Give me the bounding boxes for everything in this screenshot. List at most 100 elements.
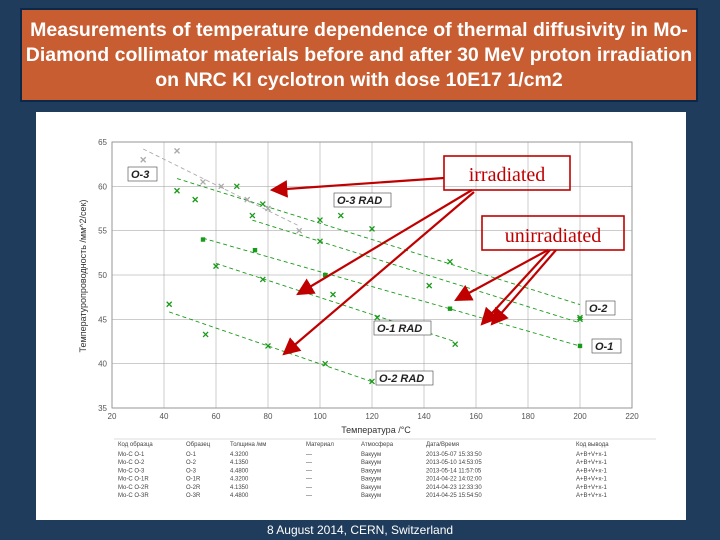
series-label: O-1 bbox=[591, 338, 622, 354]
table-cell: O-3R bbox=[186, 493, 201, 499]
title-banner: Measurements of temperature dependence o… bbox=[20, 8, 698, 102]
series-label-text: O-1 bbox=[595, 341, 613, 353]
table-cell: — bbox=[306, 485, 312, 491]
series-labels: O-3 O-3 RAD O-2 O-1 O-1 RAD O-2 RAD bbox=[127, 166, 622, 386]
table-cell: O-1R bbox=[186, 477, 201, 483]
data-point bbox=[174, 187, 180, 194]
data-point bbox=[452, 341, 459, 348]
table-cell: 4.4800 bbox=[230, 468, 249, 474]
data-point bbox=[337, 212, 344, 219]
data-point bbox=[296, 227, 303, 234]
table-cell: Mo-C O-3R bbox=[118, 493, 149, 499]
y-tick-label: 35 bbox=[98, 404, 107, 413]
x-tick-label: 120 bbox=[365, 412, 379, 421]
data-point bbox=[200, 237, 206, 242]
data-point bbox=[374, 314, 381, 321]
table-header-cell: Дата/Время bbox=[426, 442, 459, 448]
annotation-arrow bbox=[282, 191, 475, 356]
data-point bbox=[249, 212, 256, 219]
y-tick-label: 50 bbox=[98, 271, 107, 280]
table-cell: Mo-C O-2 bbox=[118, 460, 145, 466]
table-cell: — bbox=[306, 477, 312, 483]
y-tick-label: 40 bbox=[98, 360, 107, 369]
series-label-box bbox=[375, 370, 434, 386]
data-point bbox=[317, 217, 323, 223]
fit-line bbox=[169, 311, 373, 383]
table-cell: O-2 bbox=[186, 460, 197, 466]
x-tick-label: 40 bbox=[160, 412, 169, 421]
data-point bbox=[265, 342, 271, 349]
table-cell: 4.1350 bbox=[230, 485, 249, 491]
table-cell: 4.3200 bbox=[230, 477, 249, 483]
data-point bbox=[577, 314, 583, 321]
table-cell: 4.1350 bbox=[230, 460, 249, 466]
series-label-text: O-2 RAD bbox=[379, 373, 424, 385]
sample-table: Код образца Образец Толщина /мм Материал Атм… bbox=[114, 438, 656, 499]
series-label-text: O-1 RAD bbox=[377, 323, 422, 335]
table-cell: 4.4800 bbox=[230, 493, 249, 499]
table-cell: A+B+V+x-1 bbox=[576, 493, 608, 499]
table-cell: Mo-C O-3 bbox=[118, 468, 145, 474]
data-point bbox=[369, 378, 375, 385]
x-tick-label: 140 bbox=[417, 412, 431, 421]
data-point bbox=[330, 291, 336, 298]
table-cell: 4.3200 bbox=[230, 452, 249, 458]
data-point bbox=[447, 306, 453, 311]
annotation-arrow bbox=[480, 249, 551, 326]
data-point bbox=[265, 205, 271, 212]
series-label: O-1 RAD bbox=[373, 320, 432, 336]
annotation-irradiated: irradiated bbox=[443, 155, 571, 191]
table-cell: A+B+V+x-1 bbox=[576, 460, 608, 466]
table-cell: A+B+V+x-1 bbox=[576, 485, 608, 491]
footer-text: 8 August 2014, CERN, Switzerland bbox=[266, 523, 454, 537]
data-point bbox=[369, 225, 375, 232]
annotation-arrow bbox=[296, 189, 473, 296]
series-label-text: O-3 RAD bbox=[337, 195, 382, 207]
annotation-arrow bbox=[490, 249, 557, 326]
series-label-text: O-3 bbox=[131, 169, 149, 181]
fit-line bbox=[252, 219, 581, 324]
data-point bbox=[202, 331, 209, 338]
table-header-cell: Атмосфера bbox=[361, 442, 394, 448]
data-point bbox=[259, 201, 266, 208]
table-cell: O-1 bbox=[186, 452, 197, 458]
fit-line bbox=[143, 148, 300, 227]
table-cell: 2013-05-14 11:57:05 bbox=[426, 468, 482, 474]
series-label-box bbox=[127, 166, 158, 182]
table-cell: Mo-C O-1 bbox=[118, 452, 145, 458]
table-cell: Вакуум bbox=[361, 468, 381, 474]
series-label-box bbox=[373, 320, 432, 336]
series-label: O-3 RAD bbox=[333, 192, 392, 208]
table-cell: Вакуум bbox=[361, 460, 381, 466]
y-tick-label: 55 bbox=[98, 227, 107, 236]
table-cell: 2014-04-22 14:02:00 bbox=[426, 477, 482, 483]
data-point bbox=[317, 238, 323, 245]
series-label: O-2 bbox=[585, 300, 616, 316]
series-label: O-3 bbox=[127, 166, 158, 182]
fit-line bbox=[176, 178, 581, 306]
x-tick-label: 160 bbox=[469, 412, 483, 421]
table-cell: — bbox=[306, 468, 312, 474]
fit-line bbox=[202, 237, 581, 347]
x-tick-label: 180 bbox=[521, 412, 535, 421]
data-point bbox=[218, 183, 225, 190]
table-cell: 2013-05-07 15:33:50 bbox=[426, 452, 482, 458]
chart-panel: 20 40 60 80 100 120 140 160 180 200 220 35 40 45 50 55 6… bbox=[36, 112, 686, 520]
x-tick-label: 20 bbox=[108, 412, 117, 421]
table-cell: O-3 bbox=[186, 468, 197, 474]
table-cell: Вакуум bbox=[361, 477, 381, 483]
x-tick-label: 200 bbox=[573, 412, 587, 421]
data-point bbox=[174, 147, 180, 154]
table-header-cell: Код вывода bbox=[576, 442, 609, 448]
annotation-unirradiated-text: unirradiated bbox=[505, 225, 602, 247]
data-point bbox=[426, 282, 433, 289]
x-tick-label: 60 bbox=[212, 412, 221, 421]
x-tick-label: 220 bbox=[625, 412, 639, 421]
annotation-unirradiated: unirradiated bbox=[481, 215, 625, 251]
table-cell: A+B+V+x-1 bbox=[576, 477, 608, 483]
annotation-irradiated-text: irradiated bbox=[469, 164, 546, 186]
data-point bbox=[233, 183, 240, 190]
table-header-cell: Код образца bbox=[118, 442, 153, 448]
data-point bbox=[577, 316, 583, 323]
data-point bbox=[140, 156, 147, 163]
